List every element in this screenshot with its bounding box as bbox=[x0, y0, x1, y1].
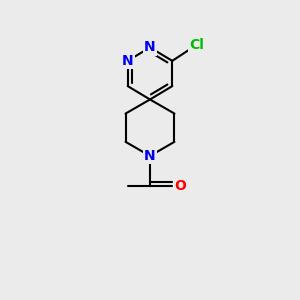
Text: Cl: Cl bbox=[189, 38, 204, 52]
Text: O: O bbox=[174, 179, 186, 193]
Text: N: N bbox=[122, 54, 134, 68]
Text: N: N bbox=[144, 40, 156, 55]
Text: N: N bbox=[144, 149, 156, 163]
